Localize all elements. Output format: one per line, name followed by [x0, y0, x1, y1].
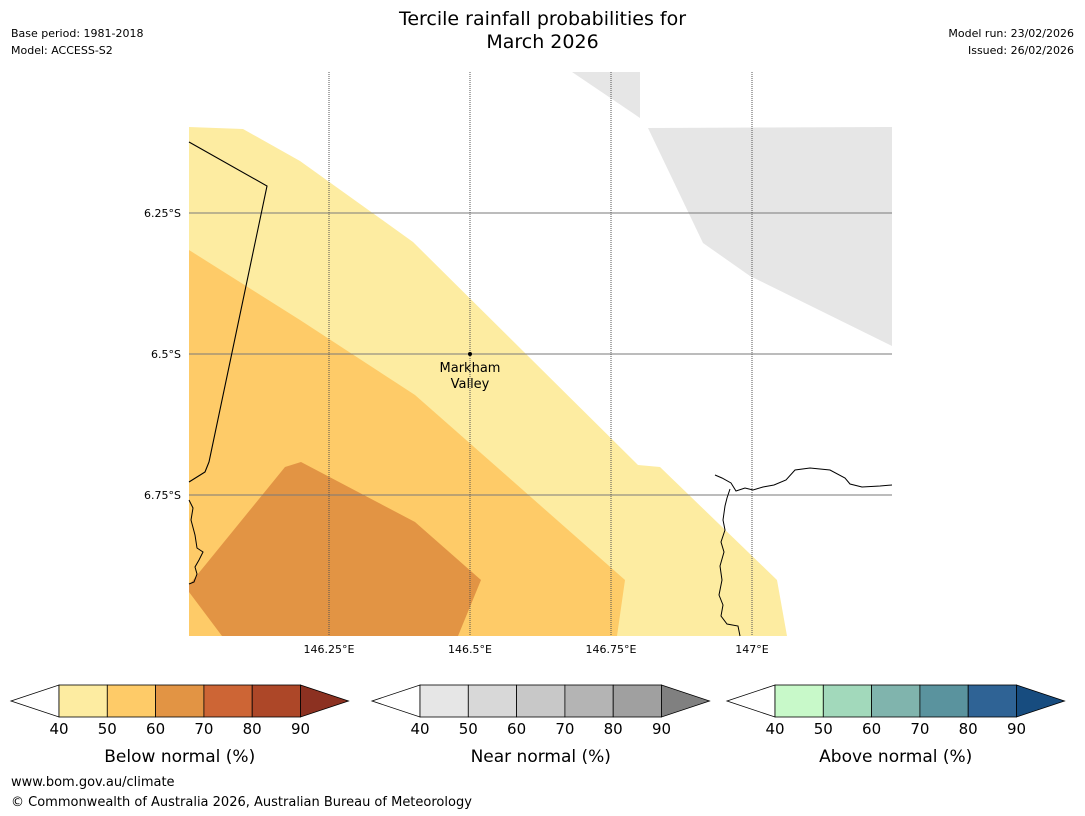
near-normal-region-east [648, 127, 892, 346]
page-title: Tercile rainfall probabilities for March… [0, 8, 1085, 54]
colorbar-over-arrow [1016, 684, 1066, 718]
colorbar-over-arrow [661, 684, 711, 718]
issued-text: Issued: 26/02/2026 [967, 44, 1074, 57]
colorbar-tick-label: 80 [959, 720, 978, 738]
colorbar-segment [58, 684, 108, 718]
colorbar-tick-label: 60 [146, 720, 165, 738]
colorbar-tick-label: 90 [652, 720, 671, 738]
lon-label: 146.25°E [304, 643, 355, 656]
model-text: Model: ACCESS-S2 [11, 44, 113, 57]
model-run-text: Model run: 23/02/2026 [948, 27, 1074, 40]
title-line-2: March 2026 [486, 31, 599, 53]
lat-label: 6.5°S [151, 348, 181, 361]
colorbar-segment [967, 684, 1017, 718]
colorbar-legends: 40 50 60 70 80 90 Below normal (%) 40 50 60 70 80 90… [9, 684, 1066, 767]
location-label-line1: Markham [440, 361, 501, 376]
footer-copyright: © Commonwealth of Australia 2026, Austra… [11, 795, 472, 810]
header-meta-left: Base period: 1981-2018 Model: ACCESS-S2 [11, 25, 143, 59]
colorbar-segment [419, 684, 469, 718]
colorbar-tick-label: 70 [194, 720, 213, 738]
colorbar-tick-label: 60 [507, 720, 526, 738]
lon-label: 146.75°E [586, 643, 637, 656]
lat-label: 6.25°S [144, 207, 181, 220]
header-meta-right: Model run: 23/02/2026 Issued: 26/02/2026 [948, 25, 1074, 59]
colorbar-tick-label: 40 [410, 720, 429, 738]
colorbar-tick-label: 90 [1007, 720, 1026, 738]
colorbar-segment [203, 684, 253, 718]
colorbar-segment [612, 684, 662, 718]
colorbar-segment [467, 684, 517, 718]
colorbar-title: Near normal (%) [471, 747, 611, 767]
colorbar-tick-label: 40 [49, 720, 68, 738]
colorbar-tick-label: 80 [604, 720, 623, 738]
near-normal-region-top [572, 72, 640, 118]
colorbar-tick-label: 50 [814, 720, 833, 738]
longitude-labels: 146.25°E 146.5°E 146.75°E 147°E [304, 643, 769, 656]
colorbar-segment [919, 684, 969, 718]
colorbar-tick-label: 60 [862, 720, 881, 738]
eastern-coastline [714, 467, 893, 492]
colorbar-segment [155, 684, 205, 718]
colorbar-under-arrow [370, 684, 421, 718]
western-coastline [188, 499, 204, 585]
colorbar-under-arrow [9, 684, 60, 718]
colorbar-tick-label: 50 [459, 720, 478, 738]
river-line [718, 488, 741, 637]
latitude-gridlines [189, 212, 892, 496]
colorbar-over-arrow [300, 684, 350, 718]
colorbar-segment [774, 684, 824, 718]
colorbar-segment [822, 684, 872, 718]
footer-url: www.bom.gov.au/climate [11, 775, 175, 790]
colorbar-segment [516, 684, 566, 718]
colorbar-tick-label: 50 [98, 720, 117, 738]
colorbar-title: Above normal (%) [819, 747, 972, 767]
colorbar-segment [106, 684, 157, 718]
colorbar-segment [564, 684, 614, 718]
latitude-labels: 6.25°S 6.5°S 6.75°S [144, 207, 181, 502]
colorbar-title: Below normal (%) [104, 747, 255, 767]
colorbar-tick-label: 80 [243, 720, 262, 738]
below-normal-60-70-region [189, 462, 481, 636]
longitude-gridlines [328, 72, 753, 636]
colorbar-segment [871, 684, 921, 718]
colorbar-tick-label: 90 [291, 720, 310, 738]
title-line-1: Tercile rainfall probabilities for [398, 8, 687, 30]
province-border [188, 141, 268, 483]
lat-label: 6.75°S [144, 489, 181, 502]
location-label-line2: Valley [451, 377, 490, 392]
colorbar-segment [251, 684, 301, 718]
colorbar-tick-label: 40 [765, 720, 784, 738]
colorbar-tick-label: 70 [555, 720, 574, 738]
lon-label: 146.5°E [448, 643, 492, 656]
colorbar-tick-label: 70 [910, 720, 929, 738]
colorbar-under-arrow [725, 684, 776, 718]
location-marker [468, 352, 472, 356]
lon-label: 147°E [735, 643, 768, 656]
base-period-text: Base period: 1981-2018 [11, 27, 144, 40]
